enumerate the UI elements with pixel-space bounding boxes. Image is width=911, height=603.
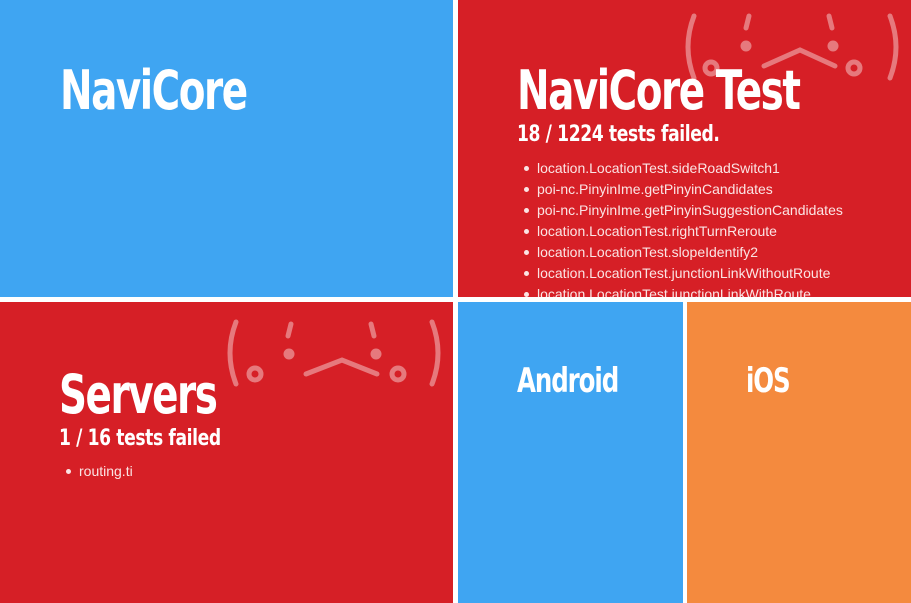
tile-title: Android	[517, 361, 619, 401]
list-item[interactable]: location.LocationTest.sideRoadSwitch1	[517, 158, 843, 179]
list-item[interactable]: poi-nc.PinyinIme.getPinyinSuggestionCand…	[517, 200, 843, 221]
list-item[interactable]: routing.ti	[59, 461, 133, 482]
tile-title: iOS	[746, 361, 791, 401]
tile-title: Servers	[59, 363, 218, 426]
failure-list: routing.ti	[59, 461, 133, 482]
tile-ios[interactable]: iOS	[687, 302, 911, 603]
failure-summary: 1 / 16 tests failed	[59, 426, 221, 451]
sad-kaomoji-icon	[227, 319, 441, 387]
list-item[interactable]: location.LocationTest.junctionLinkWithRo…	[517, 284, 843, 297]
tile-android[interactable]: Android	[458, 302, 683, 603]
list-item[interactable]: location.LocationTest.slopeIdentify2	[517, 242, 843, 263]
failure-list: location.LocationTest.sideRoadSwitch1 po…	[517, 158, 843, 297]
tile-title: NaviCore	[60, 59, 248, 122]
tile-title: NaviCore Test	[517, 59, 801, 122]
failure-summary: 18 / 1224 tests failed.	[517, 122, 720, 147]
sad-kaomoji-icon	[685, 13, 899, 81]
list-item[interactable]: poi-nc.PinyinIme.getPinyinCandidates	[517, 179, 843, 200]
tile-navicore[interactable]: NaviCore	[0, 0, 453, 297]
list-item[interactable]: location.LocationTest.junctionLinkWithou…	[517, 263, 843, 284]
list-item[interactable]: location.LocationTest.rightTurnReroute	[517, 221, 843, 242]
tile-navicore-test[interactable]: NaviCore Test 18 / 1224 tests failed. lo…	[458, 0, 911, 297]
tile-servers[interactable]: Servers 1 / 16 tests failed routing.ti	[0, 302, 453, 603]
